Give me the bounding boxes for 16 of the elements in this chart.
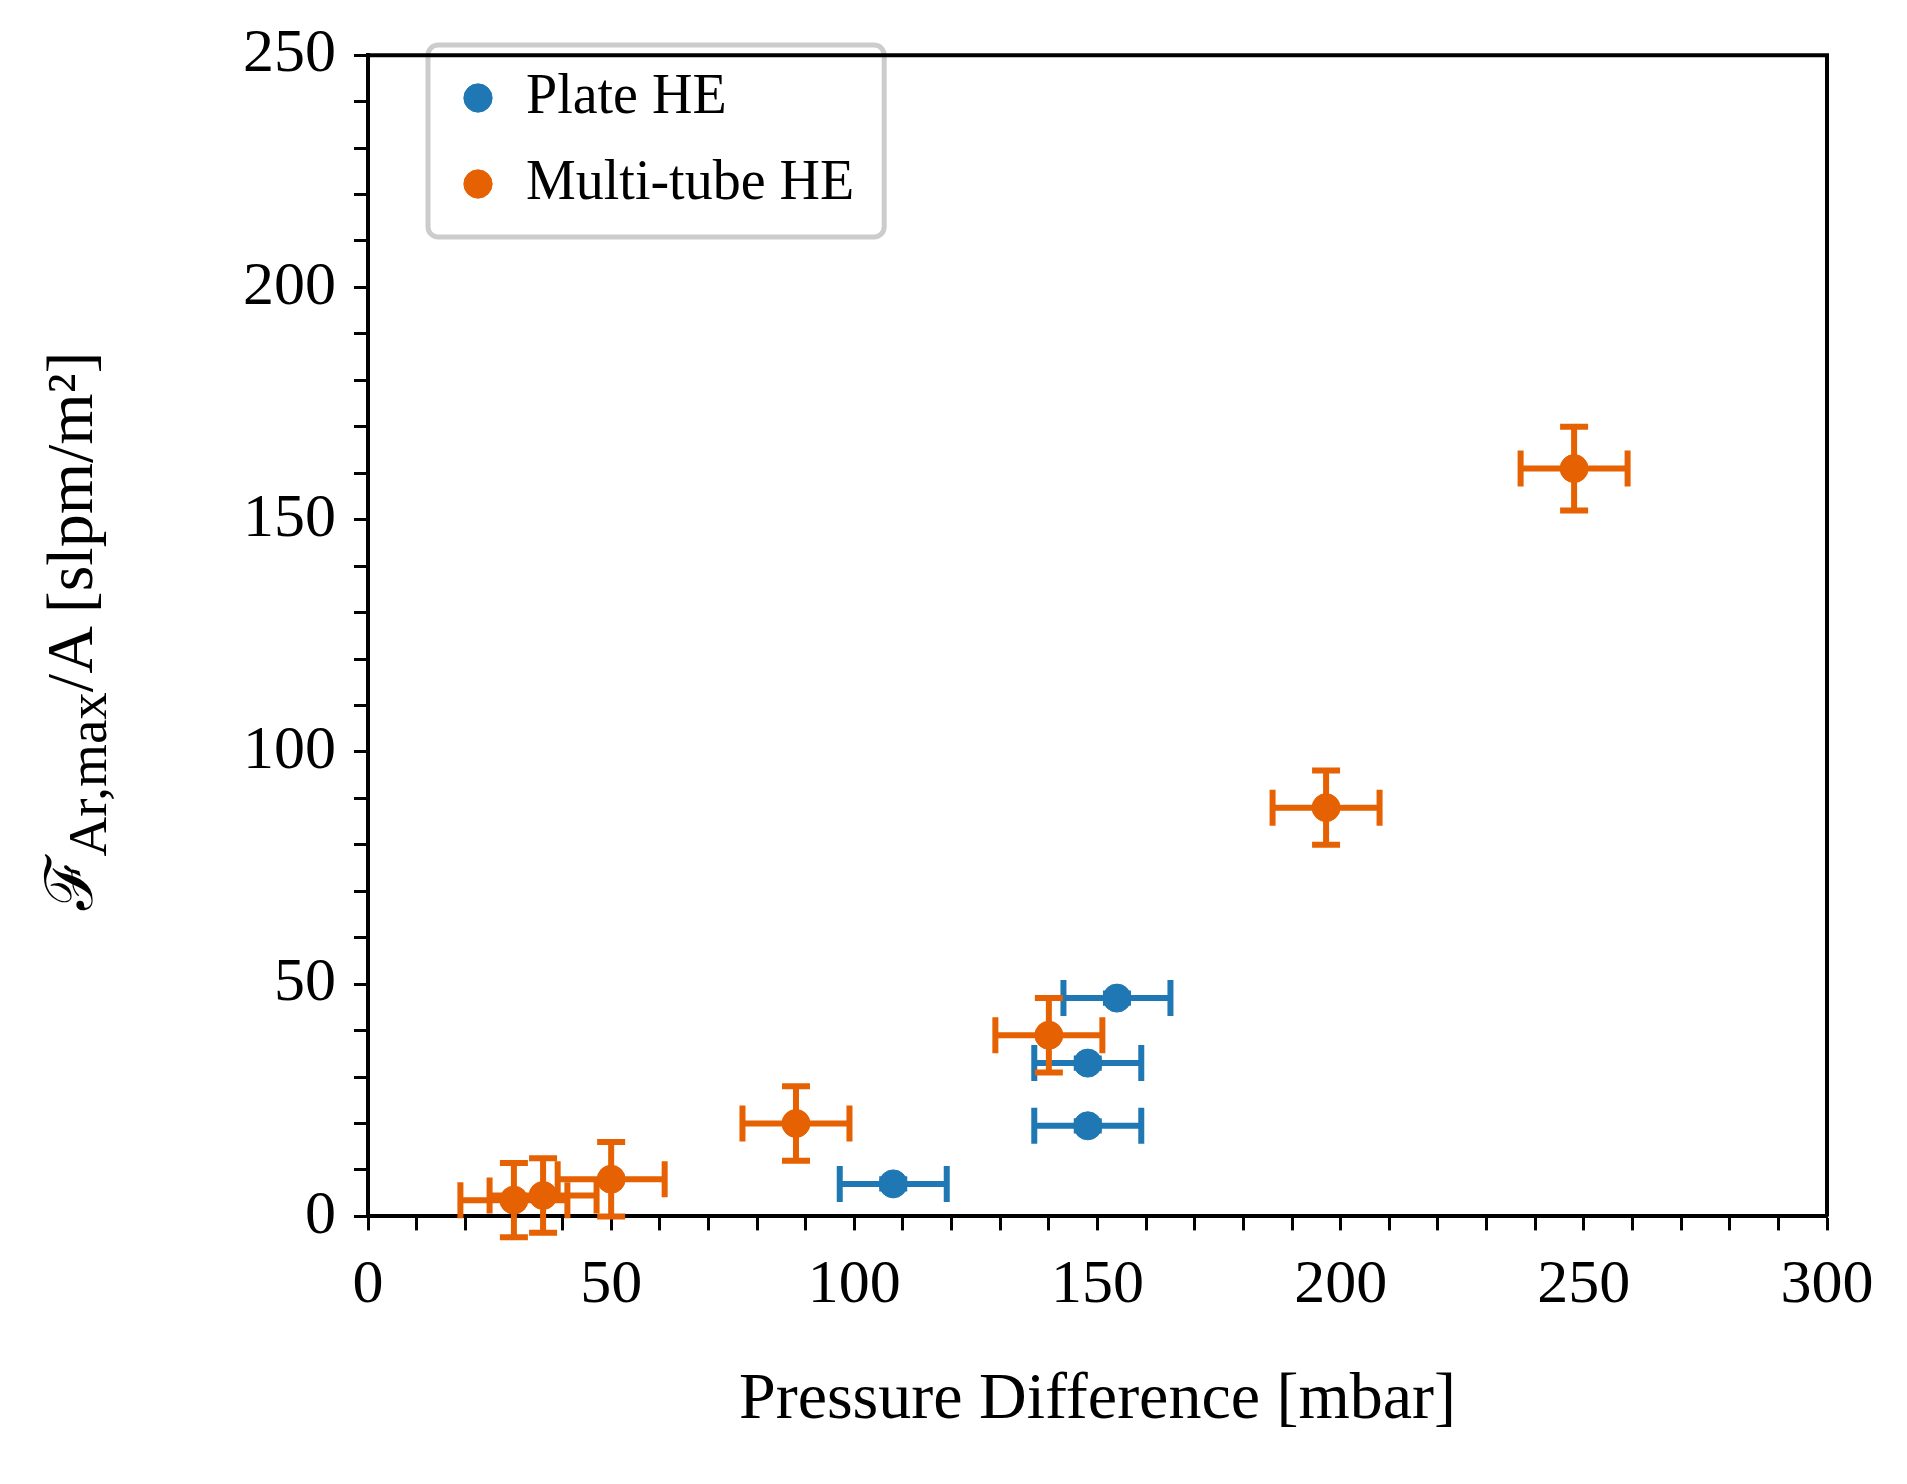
x-tick-label: 50 [580, 1246, 643, 1315]
y-tick-label: 0 [305, 1177, 336, 1246]
legend-label: Plate HE [526, 62, 727, 125]
legend-label: Multi-tube HE [526, 148, 855, 211]
x-axis-title: Pressure Difference [mbar] [738, 1358, 1457, 1432]
y-tick-label: 200 [243, 248, 336, 317]
x-tick-label: 0 [352, 1246, 384, 1315]
y-tick-label: 150 [243, 480, 336, 549]
y-tick-label: 100 [243, 713, 336, 782]
y-tick-label: 250 [243, 16, 336, 85]
x-tick-label: 200 [1294, 1246, 1388, 1315]
x-tick-label: 150 [1051, 1246, 1144, 1315]
y-tick-label: 50 [274, 945, 336, 1014]
x-tick-label: 250 [1537, 1246, 1631, 1315]
x-tick-label: 300 [1780, 1246, 1874, 1315]
x-tick-label: 100 [807, 1246, 901, 1315]
